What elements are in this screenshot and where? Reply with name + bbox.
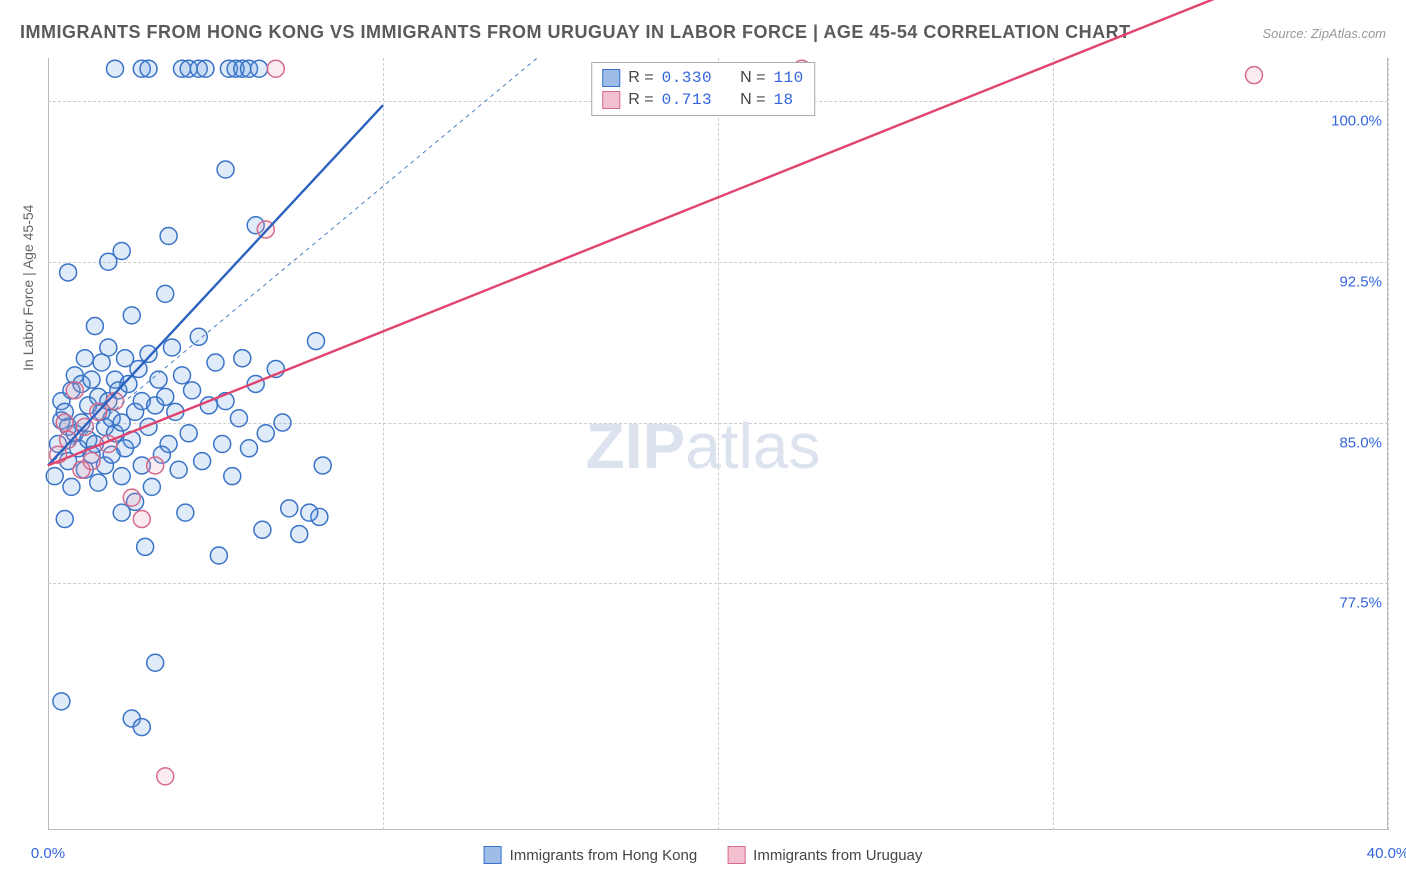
scatter-point <box>301 504 318 521</box>
series-legend-item: Immigrants from Hong Kong <box>484 846 698 864</box>
series-legend-label: Immigrants from Hong Kong <box>510 847 698 864</box>
scatter-point <box>56 414 73 431</box>
scatter-point <box>83 371 100 388</box>
scatter-point <box>254 521 271 538</box>
legend-r-value: 0.713 <box>662 91 713 109</box>
scatter-point <box>1246 67 1263 84</box>
scatter-point <box>107 60 124 77</box>
series-legend: Immigrants from Hong Kong Immigrants from… <box>484 846 923 864</box>
scatter-point <box>217 161 234 178</box>
scatter-point <box>46 468 63 485</box>
scatter-point <box>194 453 211 470</box>
source-attribution: Source: ZipAtlas.com <box>1262 26 1386 41</box>
scatter-point <box>60 431 77 448</box>
scatter-point <box>157 388 174 405</box>
scatter-point <box>53 693 70 710</box>
scatter-point <box>137 538 154 555</box>
scatter-point <box>160 227 177 244</box>
x-tick-label: 40.0% <box>1367 845 1406 862</box>
scatter-point <box>63 478 80 495</box>
legend-r-label: R = <box>628 69 653 87</box>
scatter-point <box>281 500 298 517</box>
scatter-point <box>133 719 150 736</box>
x-tick-label: 0.0% <box>31 845 65 862</box>
scatter-point <box>140 345 157 362</box>
legend-n-value: 18 <box>773 91 793 109</box>
scatter-point <box>143 478 160 495</box>
scatter-point <box>163 339 180 356</box>
scatter-point <box>100 339 117 356</box>
legend-n-label: N = <box>740 69 765 87</box>
legend-r-value: 0.330 <box>662 69 713 87</box>
scatter-point <box>224 468 241 485</box>
legend-n-value: 110 <box>773 69 803 87</box>
legend-swatch <box>602 91 620 109</box>
scatter-point <box>123 307 140 324</box>
scatter-point <box>197 60 214 77</box>
chart-title: IMMIGRANTS FROM HONG KONG VS IMMIGRANTS … <box>20 22 1131 43</box>
scatter-point <box>147 457 164 474</box>
scatter-point <box>251 60 268 77</box>
scatter-point <box>291 526 308 543</box>
scatter-point <box>174 367 191 384</box>
scatter-point <box>86 318 103 335</box>
scatter-point <box>267 60 284 77</box>
legend-n-label: N = <box>740 91 765 109</box>
legend-row: R = 0.330 N = 110 <box>602 67 804 89</box>
y-axis-title: In Labor Force | Age 45-54 <box>20 205 36 371</box>
scatter-point <box>308 333 325 350</box>
legend-swatch <box>727 846 745 864</box>
scatter-point <box>123 489 140 506</box>
gridline-x <box>1388 58 1389 830</box>
scatter-point <box>157 285 174 302</box>
scatter-point <box>76 350 93 367</box>
scatter-point <box>150 371 167 388</box>
scatter-point <box>230 410 247 427</box>
scatter-point <box>90 474 107 491</box>
scatter-point <box>234 350 251 367</box>
scatter-point <box>241 440 258 457</box>
correlation-legend: R = 0.330 N = 110 R = 0.713 N = 18 <box>591 62 815 116</box>
scatter-point <box>257 425 274 442</box>
scatter-point <box>140 60 157 77</box>
scatter-point <box>177 504 194 521</box>
scatter-point <box>210 547 227 564</box>
scatter-point <box>214 436 231 453</box>
scatter-point <box>170 461 187 478</box>
scatter-point <box>160 436 177 453</box>
scatter-point <box>56 511 73 528</box>
scatter-point <box>60 264 77 281</box>
scatter-point <box>207 354 224 371</box>
legend-row: R = 0.713 N = 18 <box>602 89 804 111</box>
scatter-point <box>190 328 207 345</box>
series-legend-label: Immigrants from Uruguay <box>753 847 922 864</box>
scatter-point <box>113 468 130 485</box>
scatter-point <box>66 382 83 399</box>
legend-swatch <box>484 846 502 864</box>
scatter-point <box>274 414 291 431</box>
scatter-point <box>83 453 100 470</box>
scatter-point <box>180 425 197 442</box>
chart-svg <box>48 58 1388 830</box>
legend-swatch <box>602 69 620 87</box>
scatter-point <box>147 654 164 671</box>
scatter-point <box>184 382 201 399</box>
legend-r-label: R = <box>628 91 653 109</box>
series-legend-item: Immigrants from Uruguay <box>727 846 922 864</box>
scatter-point <box>113 243 130 260</box>
scatter-point <box>314 457 331 474</box>
scatter-point <box>157 768 174 785</box>
scatter-point <box>133 511 150 528</box>
